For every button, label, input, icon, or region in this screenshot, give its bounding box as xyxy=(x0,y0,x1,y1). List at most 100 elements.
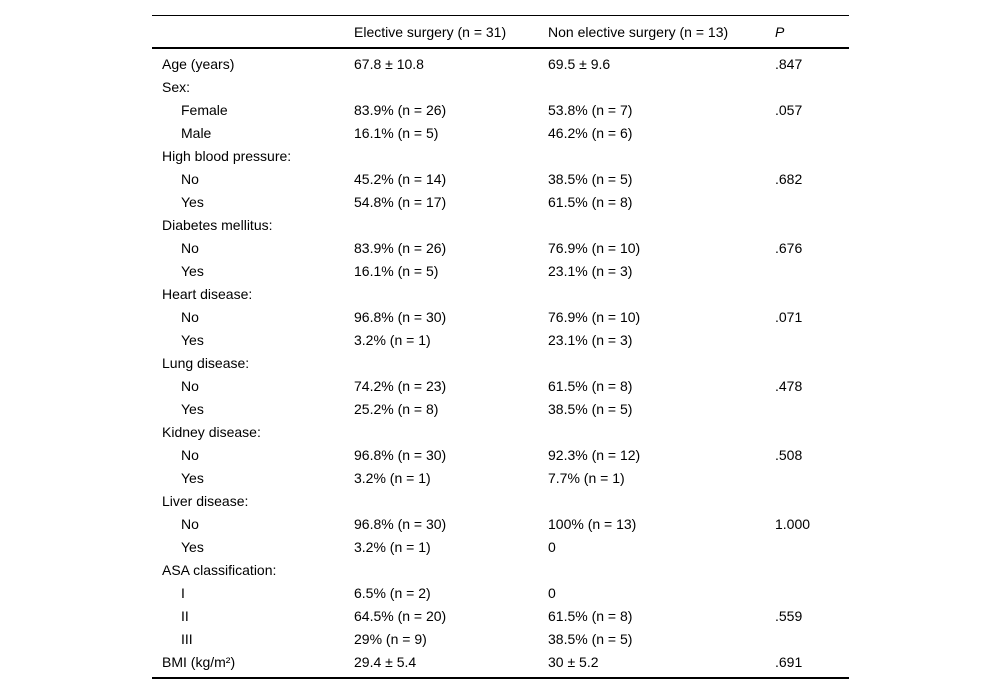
table-row: Age (years) 67.8 ± 10.8 69.5 ± 9.6 .847 xyxy=(152,48,849,75)
row-label: I xyxy=(181,584,185,601)
cell-elective: 16.1% (n = 5) xyxy=(354,262,439,279)
table-row: ASA classification: xyxy=(152,558,849,581)
table-row: No 96.8% (n = 30) 100% (n = 13) 1.000 xyxy=(152,512,849,535)
cell-p-value xyxy=(775,489,849,512)
cell-p-value xyxy=(775,75,849,98)
cell-p-value xyxy=(775,397,849,420)
cell-elective: 29% (n = 9) xyxy=(354,630,427,647)
table-header-row: Elective surgery (n = 31) Non elective s… xyxy=(152,15,849,49)
cell-p-value xyxy=(775,581,849,604)
table-row: Sex: xyxy=(152,75,849,98)
cell-p-value: .478 xyxy=(775,377,803,394)
cell-non-elective xyxy=(548,489,775,512)
cell-elective xyxy=(354,351,548,374)
cell-non-elective: 69.5 ± 9.6 xyxy=(548,55,611,72)
row-label: No xyxy=(181,239,199,256)
cell-elective xyxy=(354,489,548,512)
cell-elective: 6.5% (n = 2) xyxy=(354,584,431,601)
cell-non-elective: 76.9% (n = 10) xyxy=(548,308,641,325)
cell-non-elective xyxy=(548,144,775,167)
table-row: III 29% (n = 9) 38.5% (n = 5) xyxy=(152,627,849,650)
cell-elective: 83.9% (n = 26) xyxy=(354,239,447,256)
table-row: No 96.8% (n = 30) 92.3% (n = 12) .508 xyxy=(152,443,849,466)
cell-elective: 64.5% (n = 20) xyxy=(354,607,447,624)
cell-non-elective: 61.5% (n = 8) xyxy=(548,377,633,394)
cell-non-elective: 38.5% (n = 5) xyxy=(548,630,633,647)
header-empty-cell xyxy=(152,15,354,49)
cell-elective: 67.8 ± 10.8 xyxy=(354,55,424,72)
patient-characteristics-table-container: Elective surgery (n = 31) Non elective s… xyxy=(152,15,849,679)
cell-non-elective: 92.3% (n = 12) xyxy=(548,446,641,463)
cell-non-elective xyxy=(548,75,775,98)
cell-elective xyxy=(354,558,548,581)
cell-elective xyxy=(354,213,548,236)
row-label: III xyxy=(181,630,193,647)
cell-non-elective xyxy=(548,282,775,305)
row-label: Male xyxy=(181,124,212,141)
table-body: Age (years) 67.8 ± 10.8 69.5 ± 9.6 .847 … xyxy=(152,48,849,678)
row-label: ASA classification: xyxy=(162,561,277,578)
cell-non-elective: 23.1% (n = 3) xyxy=(548,262,633,279)
row-label: Diabetes mellitus: xyxy=(162,216,273,233)
cell-elective: 45.2% (n = 14) xyxy=(354,170,447,187)
cell-p-value: .691 xyxy=(775,653,803,670)
row-label: Age (years) xyxy=(162,55,235,72)
table-row: I 6.5% (n = 2) 0 xyxy=(152,581,849,604)
cell-non-elective: 76.9% (n = 10) xyxy=(548,239,641,256)
cell-elective: 3.2% (n = 1) xyxy=(354,469,431,486)
cell-non-elective xyxy=(548,351,775,374)
cell-non-elective: 0 xyxy=(548,584,556,601)
row-label: BMI (kg/m²) xyxy=(162,653,236,670)
cell-elective: 74.2% (n = 23) xyxy=(354,377,447,394)
cell-p-value xyxy=(775,213,849,236)
cell-non-elective: 53.8% (n = 7) xyxy=(548,101,633,118)
table-row: No 74.2% (n = 23) 61.5% (n = 8) .478 xyxy=(152,374,849,397)
table-row: No 45.2% (n = 14) 38.5% (n = 5) .682 xyxy=(152,167,849,190)
table-row: Male 16.1% (n = 5) 46.2% (n = 6) xyxy=(152,121,849,144)
cell-p-value: .682 xyxy=(775,170,803,187)
cell-p-value: .676 xyxy=(775,239,803,256)
row-label: II xyxy=(181,607,189,624)
table-row: Heart disease: xyxy=(152,282,849,305)
cell-p-value xyxy=(775,259,849,282)
row-label: Female xyxy=(181,101,228,118)
row-label: Lung disease: xyxy=(162,354,250,371)
cell-non-elective: 100% (n = 13) xyxy=(548,515,637,532)
row-label: Sex: xyxy=(162,78,191,95)
cell-non-elective xyxy=(548,213,775,236)
cell-p-value: .057 xyxy=(775,101,803,118)
cell-elective: 16.1% (n = 5) xyxy=(354,124,439,141)
row-label: Yes xyxy=(181,469,204,486)
table-row: Lung disease: xyxy=(152,351,849,374)
cell-p-value: .559 xyxy=(775,607,803,624)
table-row: Yes 54.8% (n = 17) 61.5% (n = 8) xyxy=(152,190,849,213)
cell-non-elective: 30 ± 5.2 xyxy=(548,653,599,670)
table-row: No 83.9% (n = 26) 76.9% (n = 10) .676 xyxy=(152,236,849,259)
table-row: Female 83.9% (n = 26) 53.8% (n = 7) .057 xyxy=(152,98,849,121)
table-row: Liver disease: xyxy=(152,489,849,512)
table-row: Yes 3.2% (n = 1) 23.1% (n = 3) xyxy=(152,328,849,351)
table-row: II 64.5% (n = 20) 61.5% (n = 8) .559 xyxy=(152,604,849,627)
cell-non-elective: 38.5% (n = 5) xyxy=(548,170,633,187)
table-row: High blood pressure: xyxy=(152,144,849,167)
cell-non-elective: 23.1% (n = 3) xyxy=(548,331,633,348)
cell-elective: 96.8% (n = 30) xyxy=(354,308,447,325)
cell-p-value xyxy=(775,420,849,443)
row-label: Yes xyxy=(181,331,204,348)
table-row: Diabetes mellitus: xyxy=(152,213,849,236)
cell-non-elective: 7.7% (n = 1) xyxy=(548,469,625,486)
cell-elective: 3.2% (n = 1) xyxy=(354,538,431,555)
cell-non-elective xyxy=(548,420,775,443)
cell-p-value: .508 xyxy=(775,446,803,463)
table-row: Yes 3.2% (n = 1) 7.7% (n = 1) xyxy=(152,466,849,489)
row-label: Kidney disease: xyxy=(162,423,261,440)
table-row: Yes 16.1% (n = 5) 23.1% (n = 3) xyxy=(152,259,849,282)
cell-non-elective: 46.2% (n = 6) xyxy=(548,124,633,141)
cell-p-value xyxy=(775,282,849,305)
row-label: Liver disease: xyxy=(162,492,249,509)
cell-elective: 83.9% (n = 26) xyxy=(354,101,447,118)
cell-non-elective: 0 xyxy=(548,538,556,555)
row-label: Yes xyxy=(181,193,204,210)
table-row: Kidney disease: xyxy=(152,420,849,443)
cell-elective: 96.8% (n = 30) xyxy=(354,446,447,463)
